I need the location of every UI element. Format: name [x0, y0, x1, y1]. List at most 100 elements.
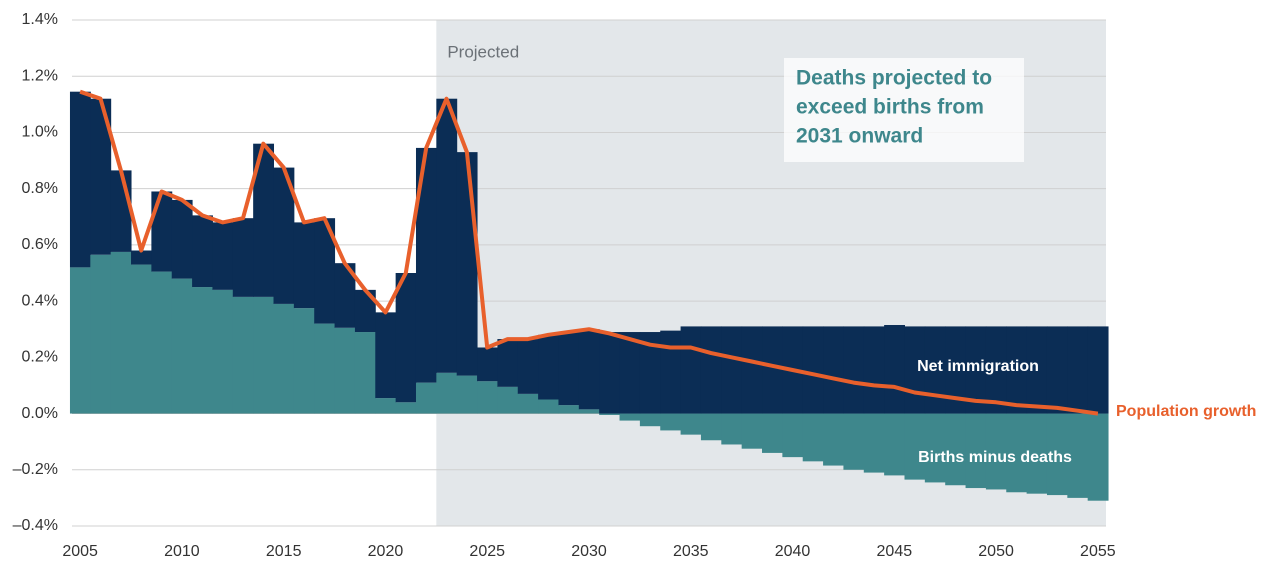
- bar-segment: [334, 263, 356, 328]
- y-tick-label: –0.4%: [13, 517, 58, 534]
- bar-segment: [904, 413, 926, 480]
- bar-segment: [253, 143, 275, 297]
- bar-segment: [415, 147, 437, 383]
- bar-segment: [497, 339, 519, 387]
- bar-segment: [69, 91, 91, 268]
- bar-segment: [558, 332, 580, 406]
- x-tick-label: 2010: [164, 543, 200, 560]
- y-tick-label: 1.0%: [22, 124, 58, 141]
- bar-segment: [802, 326, 824, 414]
- bar-segment: [538, 334, 559, 400]
- bar-segment: [985, 413, 1007, 490]
- bar-segment: [660, 330, 682, 414]
- bar-segment: [721, 413, 743, 445]
- bar-segment: [314, 323, 336, 414]
- bar-segment: [700, 413, 722, 441]
- bar-segment: [232, 218, 254, 297]
- bar-segment: [131, 250, 152, 265]
- bar-segment: [1067, 326, 1089, 414]
- population-growth-line: [79, 89, 1099, 416]
- bar-segment: [985, 326, 1007, 414]
- bar-segment: [517, 393, 539, 414]
- bar-segment: [395, 402, 417, 414]
- bar-segment: [599, 413, 621, 415]
- x-tick-label: 2050: [978, 543, 1014, 560]
- series-label: Net immigration: [917, 358, 1039, 375]
- series-label: Births minus deaths: [918, 449, 1072, 466]
- bar-segment: [90, 254, 112, 414]
- bar-segment: [965, 413, 987, 489]
- bar-segment: [700, 326, 722, 414]
- bar-segment: [171, 278, 193, 414]
- series-label: Population growth: [1116, 403, 1256, 420]
- bar-segment: [69, 267, 91, 414]
- bar-segment: [965, 326, 987, 414]
- y-tick-label: 0.0%: [22, 405, 58, 422]
- bar-segment: [639, 413, 661, 427]
- bar-segment: [192, 215, 213, 288]
- bar-segment: [273, 167, 295, 304]
- x-tick-label: 2040: [775, 543, 811, 560]
- bar-segment: [721, 326, 743, 414]
- bar-segment: [212, 222, 234, 290]
- bar-segment: [1067, 413, 1089, 498]
- bar-segment: [232, 296, 254, 414]
- bar-segment: [639, 332, 661, 414]
- bar-segment: [334, 327, 356, 414]
- marks-layer: [69, 89, 1109, 501]
- bar-segment: [110, 251, 132, 414]
- bar-segment: [151, 191, 173, 272]
- bar-segment: [436, 98, 458, 373]
- bar-segment: [619, 413, 641, 421]
- y-tick-label: 1.4%: [22, 11, 58, 28]
- bar-segment: [477, 381, 498, 414]
- bar-segment: [741, 326, 763, 414]
- bar-segment: [375, 312, 397, 399]
- bar-segment: [843, 413, 865, 470]
- bar-segment: [1087, 326, 1109, 414]
- y-tick-label: 0.6%: [22, 236, 58, 253]
- y-tick-label: 0.4%: [22, 292, 58, 309]
- bar-segment: [1046, 413, 1068, 496]
- bar-segment: [945, 326, 967, 414]
- annotation-text: Deaths projected to: [796, 67, 992, 90]
- bar-segment: [762, 326, 783, 414]
- bar-segment: [171, 199, 193, 279]
- bar-segment: [375, 398, 397, 414]
- bar-segment: [762, 413, 783, 453]
- bar-segment: [660, 413, 682, 431]
- x-tick-label: 2025: [469, 543, 505, 560]
- bar-segment: [415, 382, 437, 414]
- bar-segment: [782, 413, 804, 458]
- bar-segment: [253, 296, 275, 414]
- bar-segment: [90, 98, 112, 255]
- x-tick-label: 2055: [1080, 543, 1116, 560]
- bar-segment: [395, 273, 417, 403]
- bar-segment: [477, 347, 498, 382]
- bar-segment: [558, 405, 580, 414]
- bar-segment: [1026, 413, 1048, 494]
- bar-segment: [354, 289, 376, 333]
- annotation-box: [784, 58, 1024, 162]
- y-tick-label: 1.2%: [22, 67, 58, 84]
- bar-segment: [538, 399, 559, 414]
- bar-segment: [273, 303, 295, 414]
- annotation-text: exceed births from: [796, 96, 984, 119]
- bar-segment: [192, 287, 213, 414]
- y-tick-label: 0.8%: [22, 180, 58, 197]
- bar-segment: [456, 375, 478, 414]
- bar-segment: [293, 222, 315, 309]
- bar-segment: [1087, 413, 1109, 501]
- bar-segment: [1006, 326, 1028, 414]
- y-tick-label: 0.2%: [22, 349, 58, 366]
- bar-segment: [945, 413, 967, 486]
- bar-segment: [578, 329, 600, 410]
- bar-segment: [212, 289, 234, 414]
- bar-segment: [884, 325, 905, 414]
- bar-segment: [314, 218, 336, 324]
- bar-segment: [436, 372, 458, 414]
- x-tick-label: 2005: [62, 543, 98, 560]
- bar-segment: [680, 413, 702, 435]
- bar-segment: [863, 326, 885, 414]
- x-tick-label: 2015: [266, 543, 302, 560]
